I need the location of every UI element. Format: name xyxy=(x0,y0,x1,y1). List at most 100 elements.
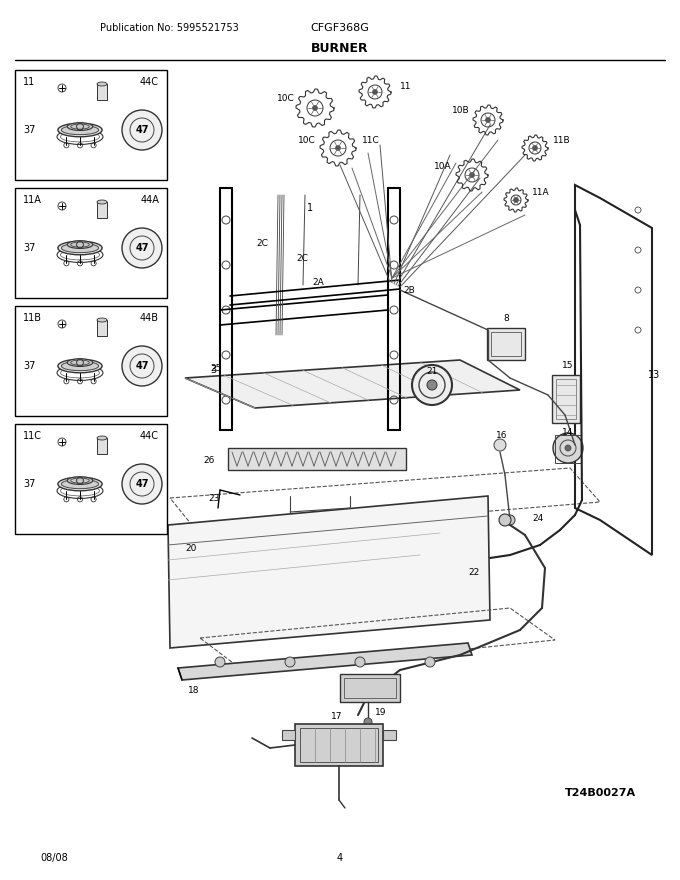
Text: 47: 47 xyxy=(135,125,149,135)
Ellipse shape xyxy=(58,359,102,373)
Circle shape xyxy=(469,172,475,178)
Text: 2C: 2C xyxy=(296,253,308,262)
Text: 10A: 10A xyxy=(435,162,452,171)
Text: 15: 15 xyxy=(562,361,574,370)
Text: 47: 47 xyxy=(135,243,149,253)
Circle shape xyxy=(427,380,437,390)
Ellipse shape xyxy=(97,200,107,204)
Text: 37: 37 xyxy=(23,361,35,371)
Circle shape xyxy=(373,90,377,94)
Text: 10C: 10C xyxy=(277,93,295,102)
Text: 14: 14 xyxy=(562,428,574,436)
Bar xyxy=(97,84,107,100)
Text: 08/08: 08/08 xyxy=(40,853,68,863)
Text: 44C: 44C xyxy=(140,77,159,87)
Text: 11C: 11C xyxy=(362,136,379,144)
Ellipse shape xyxy=(97,82,107,86)
Circle shape xyxy=(553,433,583,463)
Bar xyxy=(97,320,107,336)
Circle shape xyxy=(513,197,518,202)
Text: 24: 24 xyxy=(532,514,543,523)
Bar xyxy=(15,70,167,180)
Text: 10B: 10B xyxy=(452,106,470,114)
Ellipse shape xyxy=(61,480,99,488)
Bar xyxy=(282,730,295,740)
Bar xyxy=(15,188,167,298)
Text: 37: 37 xyxy=(23,479,35,489)
Text: 47: 47 xyxy=(135,479,149,489)
Circle shape xyxy=(313,106,318,111)
Bar xyxy=(228,448,406,470)
Ellipse shape xyxy=(97,436,107,440)
Text: 11C: 11C xyxy=(23,431,42,441)
Text: 17: 17 xyxy=(331,712,343,721)
Text: 11B: 11B xyxy=(553,136,571,144)
Ellipse shape xyxy=(97,318,107,322)
Text: 37: 37 xyxy=(23,243,35,253)
Circle shape xyxy=(494,439,506,451)
Text: 23: 23 xyxy=(208,494,220,502)
Text: 13: 13 xyxy=(648,370,660,380)
Text: 18: 18 xyxy=(188,686,199,694)
Polygon shape xyxy=(185,360,520,408)
Bar xyxy=(383,730,396,740)
Bar xyxy=(295,724,383,766)
Circle shape xyxy=(122,346,162,386)
Bar xyxy=(300,728,378,762)
Ellipse shape xyxy=(67,359,92,366)
Circle shape xyxy=(425,657,435,667)
Circle shape xyxy=(122,110,162,150)
Bar xyxy=(97,202,107,218)
Circle shape xyxy=(565,445,571,451)
Text: 44A: 44A xyxy=(140,195,159,205)
Bar xyxy=(556,379,576,419)
Text: 11: 11 xyxy=(23,77,35,87)
Bar xyxy=(491,332,521,356)
Circle shape xyxy=(335,145,341,150)
Ellipse shape xyxy=(67,123,92,130)
Circle shape xyxy=(486,118,490,122)
Circle shape xyxy=(285,657,295,667)
Text: 25: 25 xyxy=(210,363,222,372)
Text: T24B0027A: T24B0027A xyxy=(565,788,636,798)
Text: 16: 16 xyxy=(496,430,508,439)
Text: 19: 19 xyxy=(375,708,386,716)
Bar xyxy=(555,435,581,463)
Circle shape xyxy=(505,515,515,525)
Circle shape xyxy=(122,228,162,268)
Polygon shape xyxy=(178,643,472,680)
Text: 10C: 10C xyxy=(299,136,316,144)
Text: BURNER: BURNER xyxy=(311,41,369,55)
Ellipse shape xyxy=(58,477,102,491)
Text: 22: 22 xyxy=(468,568,479,576)
Circle shape xyxy=(364,718,372,726)
Ellipse shape xyxy=(67,477,92,484)
Bar xyxy=(340,674,400,702)
Text: 11A: 11A xyxy=(23,195,42,205)
Bar xyxy=(552,375,580,423)
Polygon shape xyxy=(168,496,490,648)
Text: 1: 1 xyxy=(307,203,313,213)
Text: 44C: 44C xyxy=(140,431,159,441)
Circle shape xyxy=(122,464,162,504)
Text: 20: 20 xyxy=(185,544,197,553)
Circle shape xyxy=(532,145,537,150)
Circle shape xyxy=(355,657,365,667)
Bar xyxy=(15,306,167,416)
Text: 37: 37 xyxy=(23,125,35,135)
Ellipse shape xyxy=(58,241,102,255)
Text: 47: 47 xyxy=(135,361,149,371)
Text: 21: 21 xyxy=(426,366,438,376)
Bar xyxy=(487,328,525,360)
Ellipse shape xyxy=(61,125,99,135)
Text: 2B: 2B xyxy=(403,285,415,295)
Text: 11: 11 xyxy=(400,82,411,91)
Text: 11A: 11A xyxy=(532,187,549,196)
Text: 4: 4 xyxy=(337,853,343,863)
Text: 11B: 11B xyxy=(23,313,42,323)
Text: CFGF368G: CFGF368G xyxy=(311,23,369,33)
Bar xyxy=(97,438,107,454)
Text: 2C: 2C xyxy=(256,238,268,247)
Text: 44B: 44B xyxy=(140,313,159,323)
Ellipse shape xyxy=(58,123,102,136)
